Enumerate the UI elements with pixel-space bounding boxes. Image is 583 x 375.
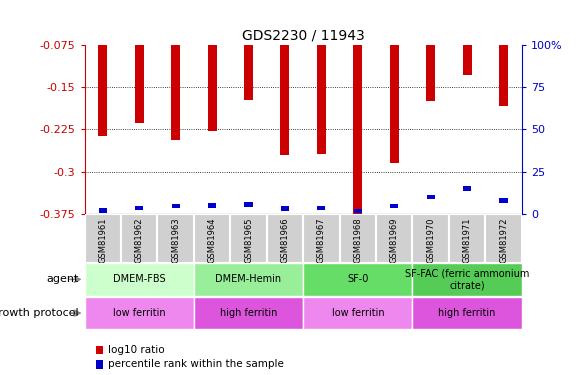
Bar bbox=[171, 204, 180, 209]
Bar bbox=[389, 45, 399, 163]
Text: agent: agent bbox=[46, 274, 79, 284]
Bar bbox=[427, 195, 435, 199]
FancyBboxPatch shape bbox=[85, 263, 194, 296]
FancyBboxPatch shape bbox=[194, 263, 303, 296]
Bar bbox=[171, 45, 180, 140]
Text: low ferritin: low ferritin bbox=[332, 308, 384, 318]
FancyBboxPatch shape bbox=[339, 214, 376, 262]
Text: GSM81963: GSM81963 bbox=[171, 217, 180, 263]
Bar bbox=[135, 206, 143, 210]
FancyBboxPatch shape bbox=[85, 214, 121, 262]
Text: growth protocol: growth protocol bbox=[0, 308, 79, 318]
Text: GSM81965: GSM81965 bbox=[244, 217, 253, 263]
Bar bbox=[354, 209, 362, 213]
Text: GSM81969: GSM81969 bbox=[390, 217, 399, 263]
Text: percentile rank within the sample: percentile rank within the sample bbox=[108, 359, 284, 369]
Bar bbox=[208, 203, 216, 208]
Bar bbox=[500, 198, 508, 202]
FancyBboxPatch shape bbox=[485, 214, 522, 262]
Bar bbox=[390, 204, 398, 209]
FancyBboxPatch shape bbox=[121, 214, 157, 262]
Bar bbox=[317, 206, 325, 210]
FancyBboxPatch shape bbox=[412, 297, 522, 329]
Title: GDS2230 / 11943: GDS2230 / 11943 bbox=[242, 28, 364, 42]
Text: high ferritin: high ferritin bbox=[438, 308, 496, 318]
Text: SF-FAC (ferric ammonium
citrate): SF-FAC (ferric ammonium citrate) bbox=[405, 268, 529, 290]
Bar bbox=[244, 45, 253, 100]
Bar bbox=[98, 45, 107, 136]
FancyBboxPatch shape bbox=[157, 214, 194, 262]
Text: GSM81966: GSM81966 bbox=[280, 217, 289, 263]
Bar bbox=[244, 202, 252, 207]
FancyBboxPatch shape bbox=[266, 214, 303, 262]
FancyBboxPatch shape bbox=[303, 263, 412, 296]
FancyBboxPatch shape bbox=[194, 297, 303, 329]
FancyBboxPatch shape bbox=[412, 214, 449, 262]
FancyBboxPatch shape bbox=[376, 214, 412, 262]
Bar bbox=[208, 45, 217, 131]
Text: GSM81964: GSM81964 bbox=[208, 217, 216, 263]
Text: DMEM-FBS: DMEM-FBS bbox=[113, 274, 166, 284]
FancyBboxPatch shape bbox=[85, 297, 194, 329]
Text: GSM81968: GSM81968 bbox=[353, 217, 362, 263]
Bar bbox=[426, 45, 436, 101]
Text: DMEM-Hemin: DMEM-Hemin bbox=[216, 274, 282, 284]
Text: SF-0: SF-0 bbox=[347, 274, 368, 284]
Bar bbox=[317, 45, 326, 154]
Bar bbox=[135, 45, 144, 123]
Text: low ferritin: low ferritin bbox=[113, 308, 166, 318]
Text: high ferritin: high ferritin bbox=[220, 308, 277, 318]
FancyBboxPatch shape bbox=[194, 214, 230, 262]
Text: GSM81972: GSM81972 bbox=[499, 217, 508, 263]
Text: GSM81967: GSM81967 bbox=[317, 217, 326, 263]
Text: GSM81970: GSM81970 bbox=[426, 217, 435, 263]
FancyBboxPatch shape bbox=[230, 214, 266, 262]
Bar bbox=[463, 186, 471, 190]
Bar bbox=[353, 45, 363, 214]
Text: log10 ratio: log10 ratio bbox=[108, 345, 164, 355]
Bar bbox=[99, 208, 107, 213]
Bar bbox=[462, 45, 472, 75]
Text: GSM81961: GSM81961 bbox=[99, 217, 107, 263]
Text: GSM81971: GSM81971 bbox=[463, 217, 472, 263]
Bar bbox=[281, 206, 289, 211]
FancyBboxPatch shape bbox=[412, 263, 522, 296]
Bar bbox=[280, 45, 290, 154]
FancyBboxPatch shape bbox=[303, 214, 339, 262]
FancyBboxPatch shape bbox=[303, 297, 412, 329]
Bar bbox=[499, 45, 508, 106]
FancyBboxPatch shape bbox=[449, 214, 485, 262]
Text: GSM81962: GSM81962 bbox=[135, 217, 143, 263]
